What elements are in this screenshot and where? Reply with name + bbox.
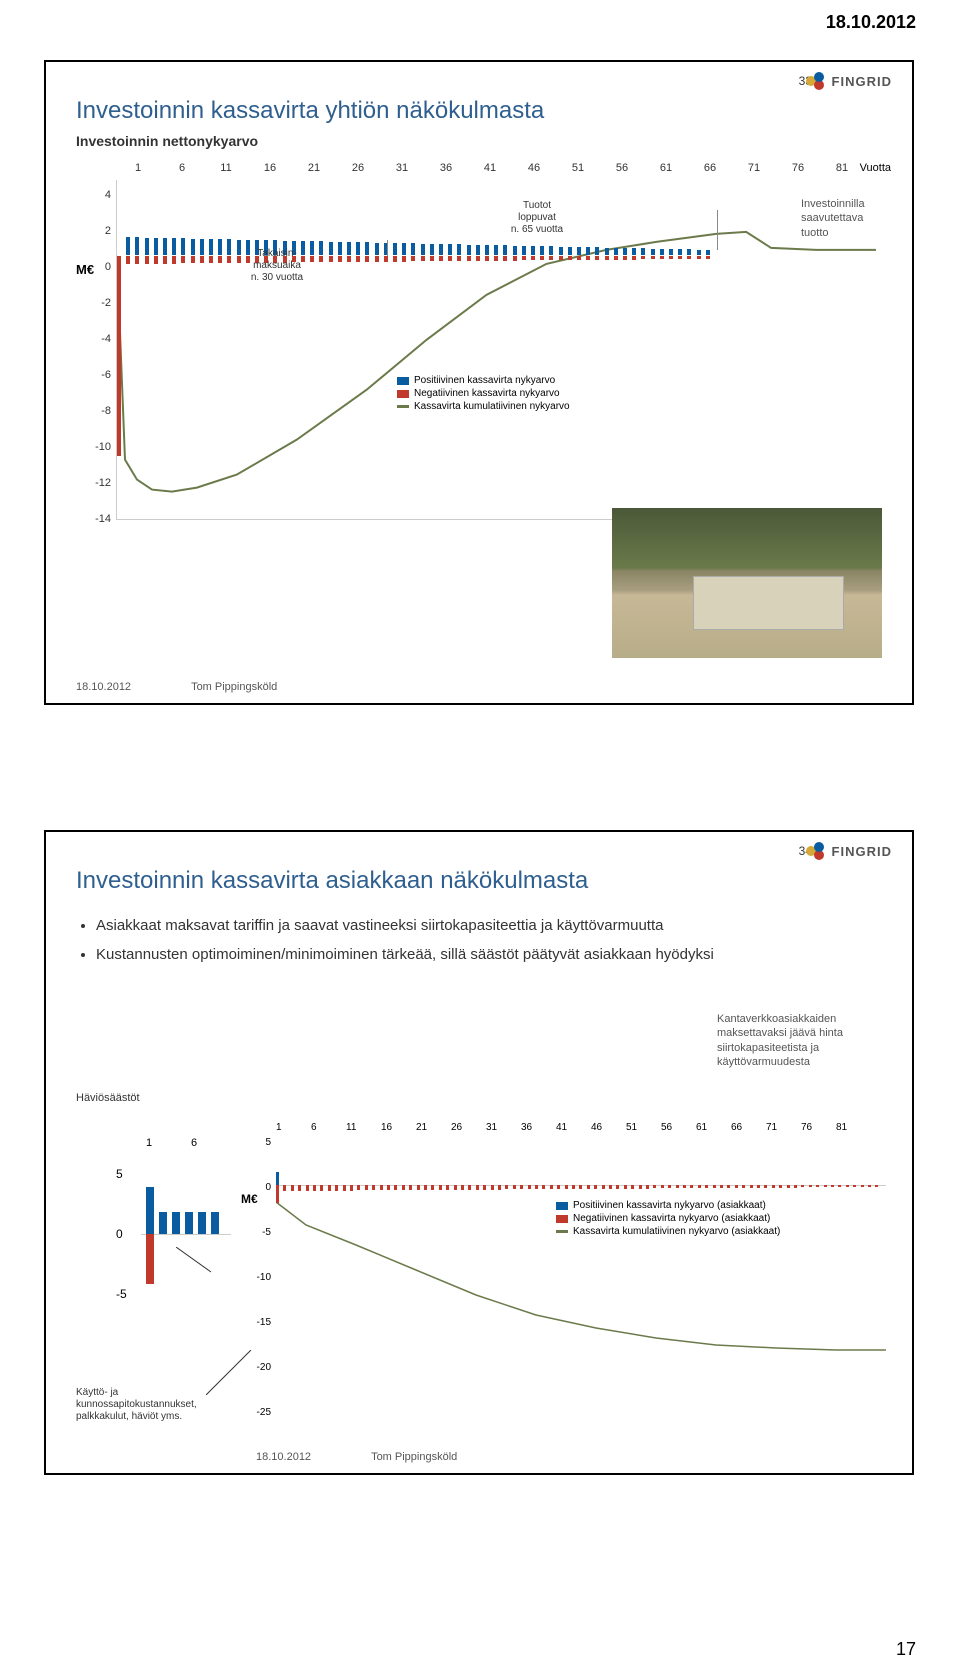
chart-2-cumline xyxy=(276,1140,886,1410)
mini-plot xyxy=(141,1152,231,1302)
footer-author: Tom Pippingsköld xyxy=(191,681,277,693)
slide-2-footer: 18.10.2012 Tom Pippingsköld xyxy=(256,1451,457,1463)
mini-y-0: 0 xyxy=(116,1227,123,1241)
page-date: 18.10.2012 xyxy=(826,12,916,33)
cumulative-line xyxy=(117,180,876,520)
swatch-pos xyxy=(397,377,409,385)
chart-1-plot: Takaisin-maksuaikan. 30 vuotta Tuototlop… xyxy=(116,180,876,520)
chart-1-xlabel: Vuotta xyxy=(860,162,891,174)
mini-x-6: 6 xyxy=(191,1137,197,1149)
swatch xyxy=(556,1202,568,1210)
swatch xyxy=(556,1215,568,1223)
logo-text: FINGRID xyxy=(832,74,892,89)
slide-2-title: Investoinnin kassavirta asiakkaan näköku… xyxy=(76,867,912,895)
page-number: 17 xyxy=(896,1639,916,1660)
footer-date: 18.10.2012 xyxy=(76,681,131,693)
cost-arrow xyxy=(206,1350,256,1395)
slide-1-footer: 18.10.2012 Tom Pippingsköld xyxy=(76,681,277,693)
bullet-list: Asiakkaat maksavat tariffin ja saavat va… xyxy=(96,915,882,966)
annot-line-1 xyxy=(387,240,388,256)
annot-returns-end: Tuototloppuvatn. 65 vuotta xyxy=(507,200,567,236)
side-note-2: Kantaverkkoasiakkaidenmaksettavaksi jääv… xyxy=(717,1012,882,1069)
bullet-2: Kustannusten optimoiminen/minimoiminen t… xyxy=(96,944,882,967)
annot-line-2 xyxy=(717,210,718,250)
side-note-1: Investoinnillasaavutettavatuotto xyxy=(801,197,891,240)
chart-2-xaxis: 16111621263136414651566166717681 xyxy=(276,1122,871,1133)
chart-1: 16111621263136414651566166717681 Vuotta … xyxy=(76,162,886,542)
cost-annot: Käyttö- jakunnossapitokustannukset,palkk… xyxy=(76,1387,197,1423)
slide-1: 33 FINGRID Investoinnin kassavirta yhtiö… xyxy=(44,60,914,705)
chart-2-plot: Positiivinen kassavirta nykyarvo (asiakk… xyxy=(276,1140,886,1410)
slide-1-title: Investoinnin kassavirta yhtiön näkökulma… xyxy=(76,97,912,125)
mini-y-neg5: -5 xyxy=(116,1287,127,1301)
swatch xyxy=(556,1230,568,1233)
mini-chart-label: Häviösäästöt xyxy=(76,1092,140,1105)
slide-2: 34 FINGRID Investoinnin kassavirta asiak… xyxy=(44,830,914,1475)
chart-1-yaxis: 420-2-4-6-8-10-12-14 xyxy=(76,177,111,537)
swatch-neg xyxy=(397,390,409,398)
aerial-photo xyxy=(612,508,882,658)
logo: FINGRID xyxy=(806,72,892,90)
mini-y-5: 5 xyxy=(116,1167,123,1181)
chart-2: 16111621263136414651566166717681 50-5-10… xyxy=(246,1122,886,1432)
mini-arrow xyxy=(176,1247,216,1277)
mini-chart: 5 0 -5 1 6 xyxy=(116,1122,236,1322)
chart-1-legend: Positiivinen kassavirta nykyarvo Negatii… xyxy=(397,375,570,414)
bullet-1: Asiakkaat maksavat tariffin ja saavat va… xyxy=(96,915,882,938)
swatch-cum xyxy=(397,405,409,408)
chart-1-xaxis: 16111621263136414651566166717681 xyxy=(116,162,886,174)
logo-icon xyxy=(806,842,828,860)
slide-1-subtitle: Investoinnin nettonykyarvo xyxy=(76,133,912,149)
logo-icon xyxy=(806,72,828,90)
footer-author: Tom Pippingsköld xyxy=(371,1451,457,1463)
footer-date: 18.10.2012 xyxy=(256,1451,311,1463)
chart-2-legend: Positiivinen kassavirta nykyarvo (asiakk… xyxy=(556,1200,780,1239)
logo-2: FINGRID xyxy=(806,842,892,860)
chart-2-ylabel: M€ xyxy=(241,1192,258,1206)
annot-payback: Takaisin-maksuaikan. 30 vuotta xyxy=(237,248,317,284)
chart-1-ylabel: M€ xyxy=(76,262,94,277)
chart-2-yaxis: 50-5-10-15-20-25 xyxy=(246,1137,271,1452)
mini-x-1: 1 xyxy=(146,1137,152,1149)
logo-text: FINGRID xyxy=(832,844,892,859)
